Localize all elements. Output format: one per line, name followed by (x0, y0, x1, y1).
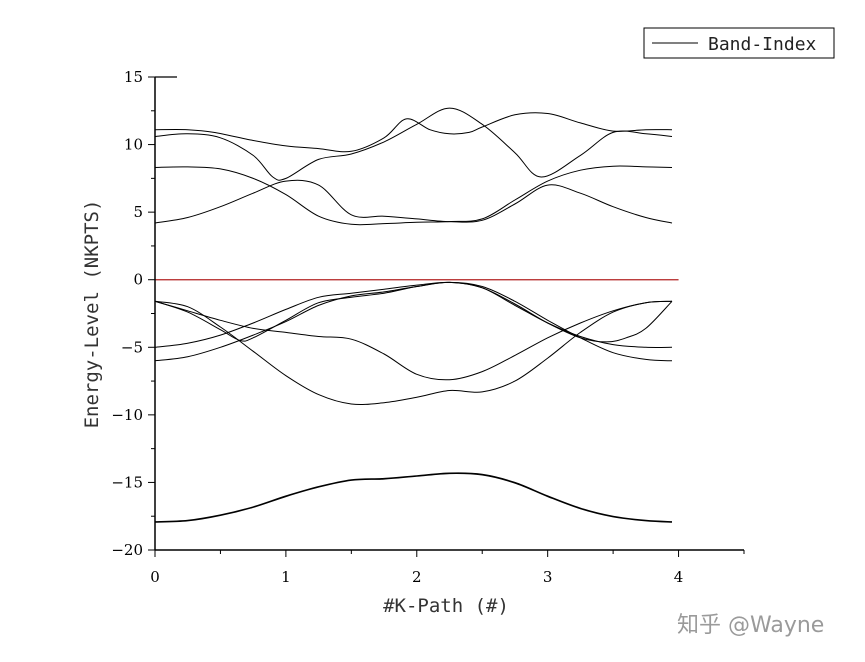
y-tick-label: −15 (111, 473, 143, 491)
legend: Band-Index (643, 27, 835, 59)
band-line-9 (154, 165, 673, 226)
x-tick-label: 1 (281, 568, 291, 586)
x-tick-label: 4 (674, 568, 684, 586)
y-tick-label: 10 (124, 136, 143, 154)
y-tick-label: −10 (111, 406, 143, 424)
y-tick-label: −5 (121, 338, 143, 356)
axes (154, 76, 744, 551)
legend-entry-band-index: Band-Index (708, 34, 817, 55)
band-line-7 (154, 281, 673, 362)
band-line-3 (154, 300, 673, 406)
y-tick-label: 15 (124, 68, 143, 86)
x-tick-label: 2 (412, 568, 422, 586)
x-tick-label: 3 (543, 568, 553, 586)
watermark: 知乎 @Wayne (677, 613, 824, 638)
band-line-8 (154, 179, 673, 224)
band-line-5 (154, 281, 673, 343)
band-line-10 (154, 107, 673, 181)
y-tick-label: 0 (133, 271, 143, 289)
y-tick-labels: 15 10 5 0 −5 −10 −15 −20 (111, 68, 155, 559)
x-tick-labels: 0 1 2 3 4 (150, 550, 745, 586)
x-tick-label: 0 (150, 568, 160, 586)
x-axis-title: #K-Path (#) (383, 595, 509, 617)
y-axis-title: Energy-Level (NKPTS) (81, 200, 103, 429)
band-line-2 (154, 473, 673, 523)
y-tick-label: −20 (111, 541, 143, 559)
band-line-6 (154, 281, 673, 348)
band-line-11 (154, 112, 673, 153)
band-lines (154, 107, 673, 523)
band-line-1 (154, 472, 673, 523)
y-tick-label: 5 (133, 203, 143, 221)
